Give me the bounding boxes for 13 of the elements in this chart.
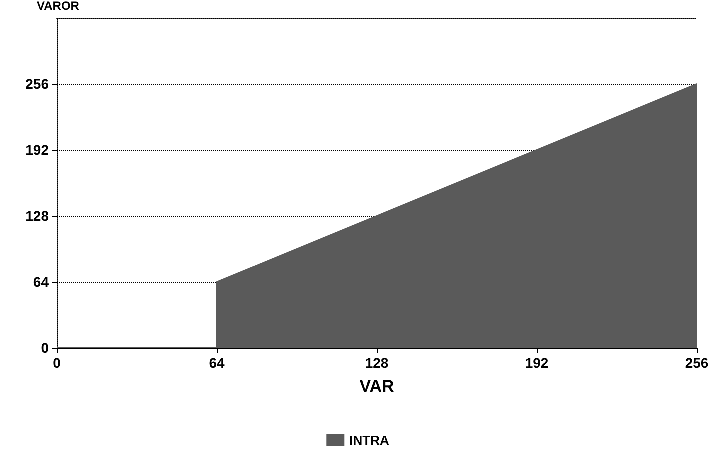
- x-tick-label: 0: [53, 355, 62, 371]
- x-tick-label: 192: [525, 355, 549, 371]
- x-tick-label: 128: [365, 355, 389, 371]
- y-tick-label: 0: [41, 340, 50, 356]
- y-tick-label: 256: [26, 76, 50, 92]
- y-tick-label: 192: [26, 142, 50, 158]
- x-tick-label: 256: [685, 355, 709, 371]
- x-tick-label: 64: [209, 355, 225, 371]
- x-axis-title: VAR: [360, 377, 394, 396]
- y-axis-title: VAROR: [37, 0, 80, 13]
- y-tick-label: 128: [26, 208, 50, 224]
- legend-label: INTRA: [350, 433, 390, 448]
- y-tick-label: 64: [33, 274, 50, 290]
